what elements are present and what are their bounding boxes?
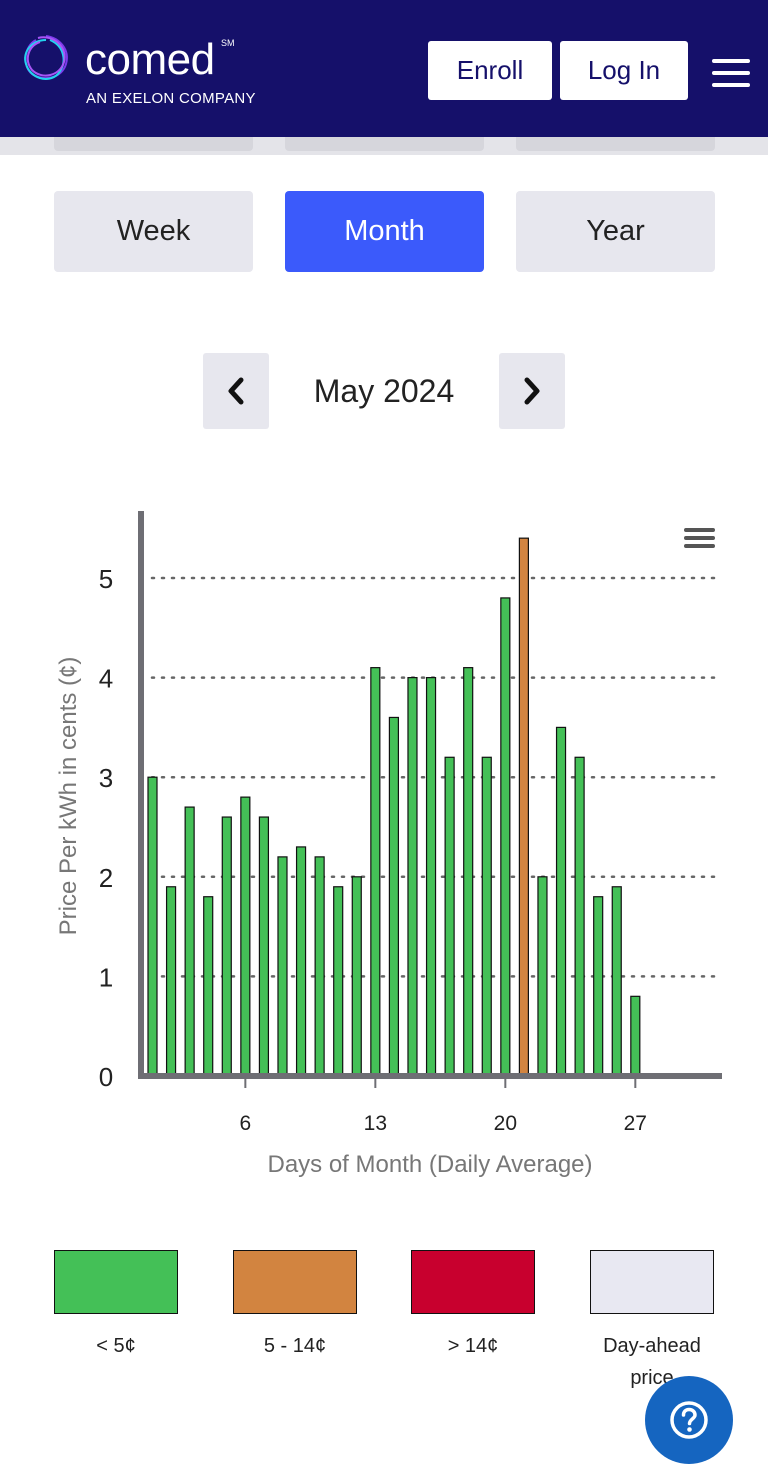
collapsed-tab[interactable] [285,137,484,151]
bar-day-22[interactable] [537,876,548,1077]
period-label: May 2024 [313,372,455,409]
x-tick-label: 13 [364,1112,387,1135]
brand-tagline: AN EXELON COMPANY [86,90,256,107]
bar-day-24[interactable] [574,756,585,1077]
tab-month[interactable]: Month [285,191,484,272]
bar-day-23[interactable] [555,726,567,1077]
bar-day-9[interactable] [295,846,307,1077]
bar-day-7[interactable] [258,816,270,1077]
legend-label-high: > 14¢ [447,1335,499,1357]
x-axis-title: Days of Month (Daily Average) [267,1151,592,1178]
bar-day-4[interactable] [203,896,214,1077]
legend-swatch-low [54,1250,178,1314]
collapsed-tab[interactable] [54,137,253,151]
brand-service-mark: SM [221,38,235,48]
bar-day-3[interactable] [184,806,195,1077]
legend-item-mid: 5 - 14¢ [233,1250,357,1362]
y-axis-title: Price Per kWh in cents (¢) [55,657,82,936]
legend-swatch-high [411,1250,535,1314]
bar-day-27[interactable] [630,995,641,1077]
chart-labels: 0 1 2 3 4 5 6 13 20 27 Price Per kWh in cents (¢) D… [55,564,647,1178]
bar-day-5[interactable] [221,816,232,1077]
bar-day-12[interactable] [351,876,362,1077]
bar-day-25[interactable] [593,896,604,1077]
brand-name[interactable]: comed [85,35,215,84]
legend-item-high: > 14¢ [411,1250,535,1362]
y-tick-label: 4 [99,664,113,694]
collapsed-tab[interactable] [516,137,715,151]
tab-year[interactable]: Year [516,191,715,272]
previous-month-button[interactable] [203,353,269,429]
y-tick-label: 0 [99,1062,113,1092]
x-tick-label: 20 [494,1112,517,1135]
bar-day-20[interactable] [500,597,511,1077]
help-button[interactable] [645,1376,733,1464]
bar-day-16[interactable] [425,676,437,1077]
chevron-right-icon [524,377,540,405]
bar-day-8[interactable] [277,856,288,1077]
legend-item-day-ahead: Day-ahead price [590,1250,714,1394]
comed-logo-icon[interactable] [20,32,72,84]
bar-day-14[interactable] [388,716,400,1077]
bar-day-13[interactable] [370,667,381,1077]
site-header: comed SM AN EXELON COMPANY Enroll Log In [0,0,768,137]
login-button[interactable]: Log In [560,41,688,100]
legend-swatch-day-ahead [590,1250,714,1314]
y-tick-label: 2 [99,863,113,893]
tab-week[interactable]: Week [54,191,253,272]
bar-day-17[interactable] [444,756,455,1077]
bar-day-18[interactable] [463,667,474,1077]
bar-day-15[interactable] [407,676,418,1077]
legend-swatch-mid [233,1250,357,1314]
question-icon [670,1401,708,1439]
chart-axes [138,511,722,1088]
chart-bars [147,537,641,1077]
bar-day-26[interactable] [611,886,622,1077]
enroll-button[interactable]: Enroll [428,41,552,100]
chevron-left-icon [228,377,244,405]
legend-label-low: < 5¢ [96,1335,136,1357]
bar-day-6[interactable] [240,796,251,1077]
legend-item-low: < 5¢ [54,1250,178,1362]
bar-day-1[interactable] [147,776,158,1077]
bar-day-10[interactable] [314,856,325,1077]
y-tick-label: 1 [99,962,113,992]
price-bar-chart: 0 1 2 3 4 5 6 13 20 27 Price Per kWh in cents (¢) D… [55,511,722,1178]
y-tick-label: 3 [99,763,113,793]
next-month-button[interactable] [499,353,565,429]
legend-label-mid: 5 - 14¢ [263,1335,327,1357]
y-tick-label: 5 [99,564,113,594]
chart-menu-icon[interactable] [684,528,715,548]
x-tick-label: 27 [624,1112,647,1135]
bar-day-21[interactable] [518,537,530,1077]
bar-day-2[interactable] [165,886,177,1077]
bar-day-19[interactable] [481,756,492,1077]
bar-day-11[interactable] [333,886,344,1077]
x-tick-label: 6 [240,1112,252,1135]
hamburger-icon[interactable] [712,59,750,87]
